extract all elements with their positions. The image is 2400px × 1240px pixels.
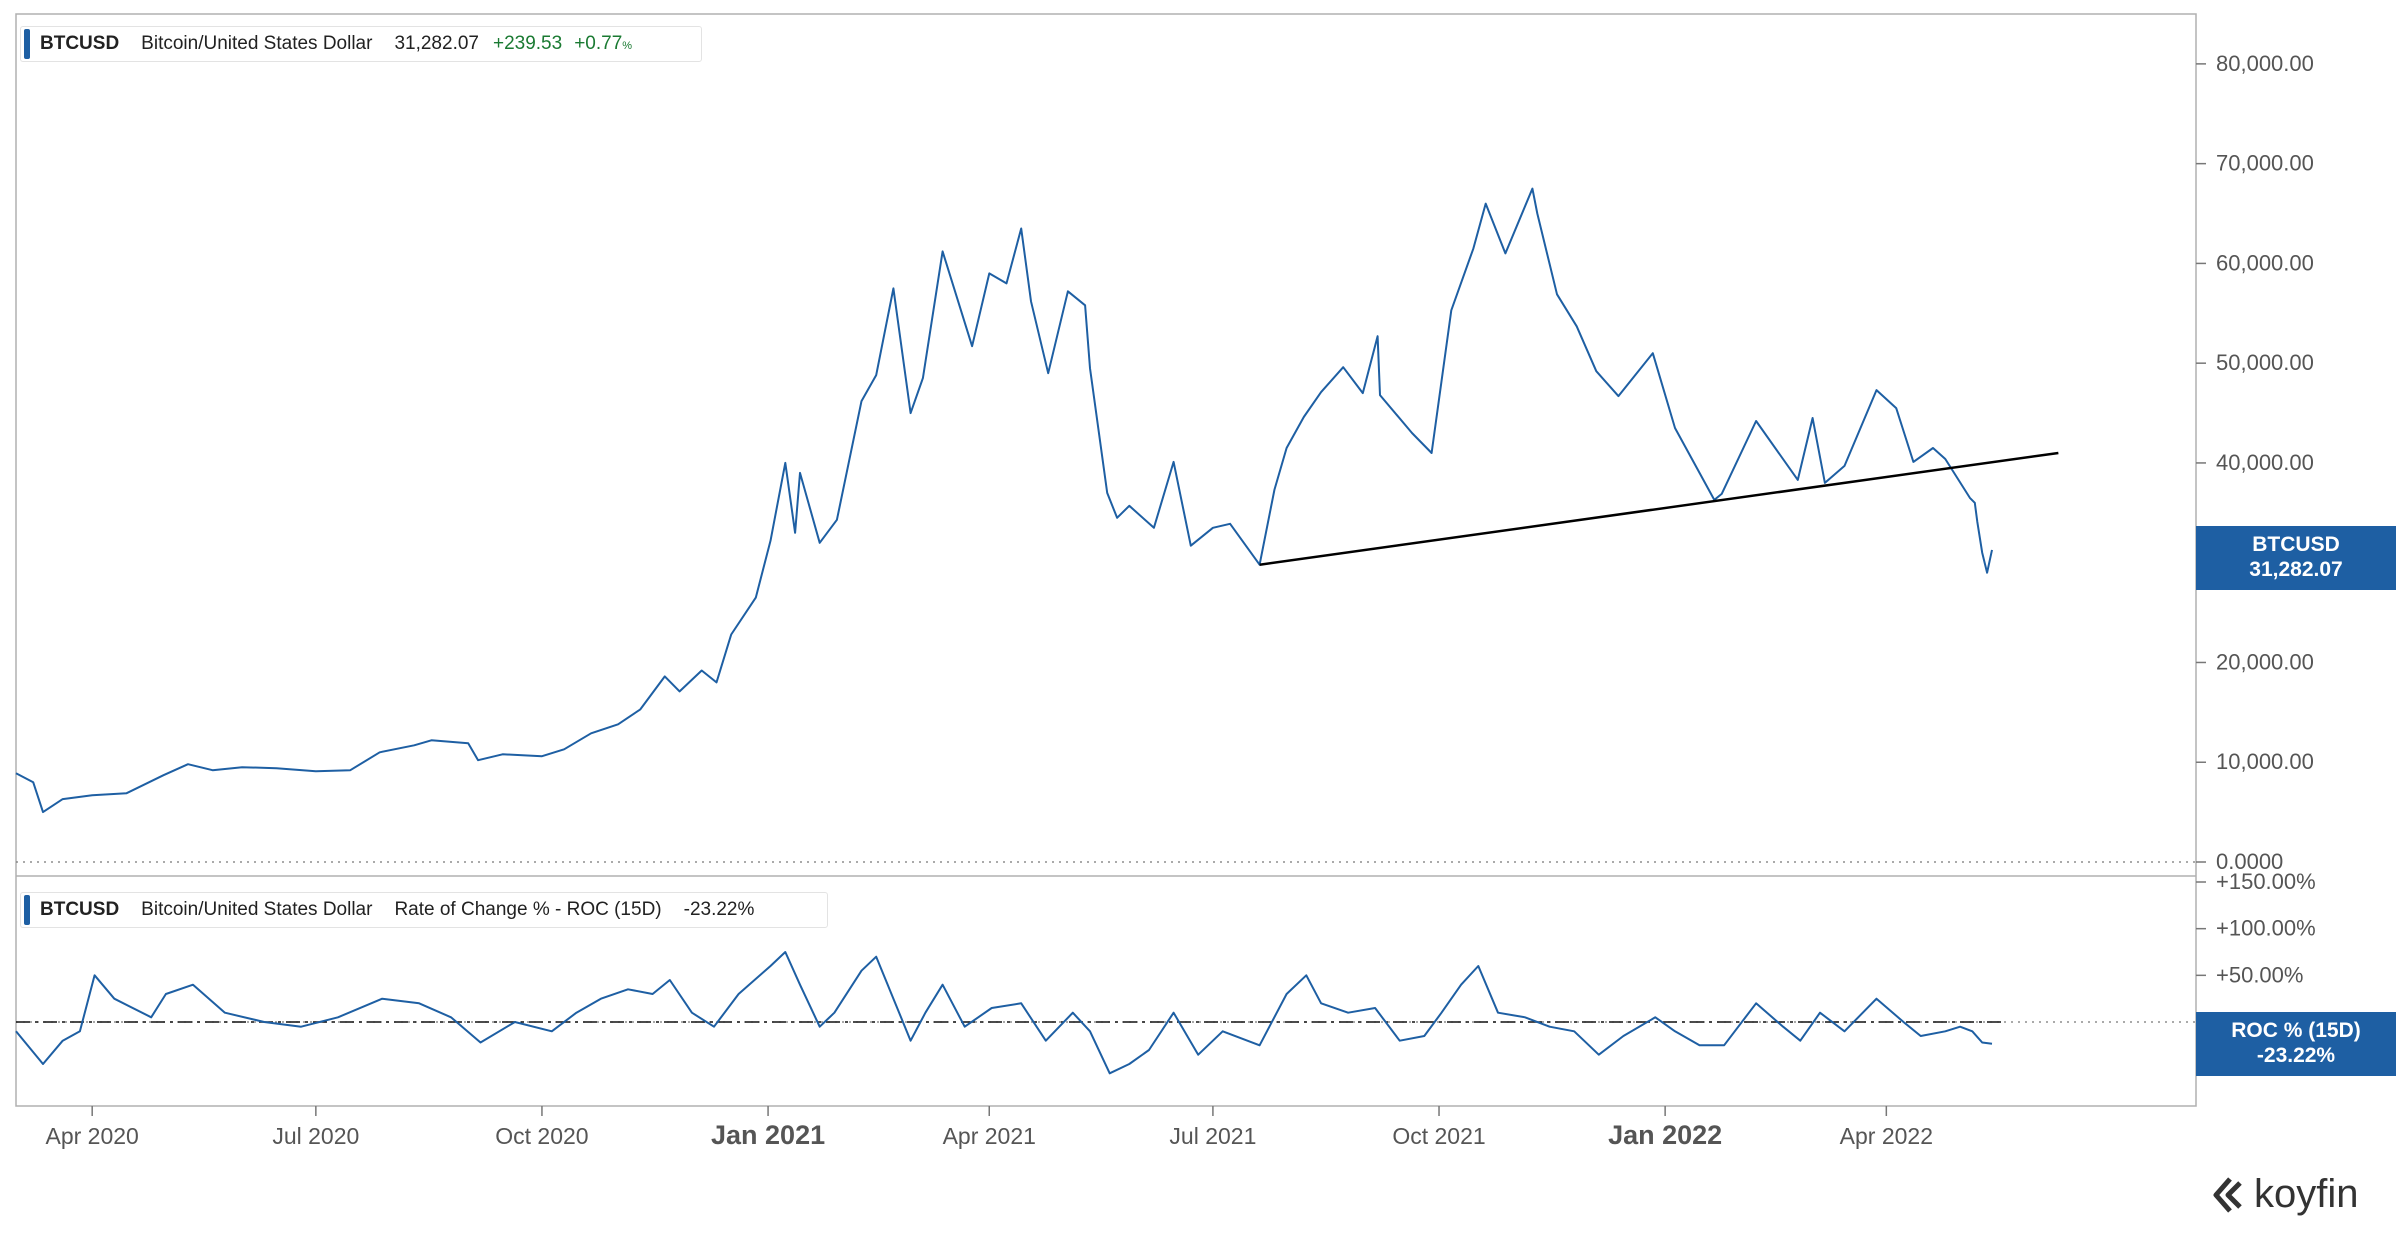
btcusd-price-line — [15, 187, 1993, 814]
roc-tag-value: -23.22% — [2256, 1044, 2336, 1067]
y-tick-label: 50,000.00 — [2216, 350, 2314, 375]
roc-line — [15, 951, 1993, 1075]
roc-legend-indicator: Rate of Change % - ROC (15D) — [394, 899, 662, 920]
roc-legend-instrument-name: Bitcoin/United States Dollar — [141, 899, 373, 920]
roc-y-tick-label: +50.00% — [2216, 962, 2303, 987]
y-tick-label: 60,000.00 — [2216, 250, 2314, 275]
x-tick-label: Apr 2020 — [46, 1123, 139, 1149]
price-tag-label: BTCUSD — [2252, 533, 2340, 556]
x-tick-label: Oct 2020 — [495, 1123, 588, 1149]
y-tick-label: 70,000.00 — [2216, 151, 2314, 176]
y-tick-label: 20,000.00 — [2216, 649, 2314, 674]
x-tick-label: Jul 2020 — [272, 1123, 359, 1149]
legend-change-percent: +0.77% — [574, 33, 633, 54]
price-tag-value: 31,282.07 — [2249, 558, 2343, 581]
koyfin-logo-icon — [2213, 1176, 2242, 1213]
y-tick-label: 40,000.00 — [2216, 450, 2314, 475]
x-tick-label: Oct 2021 — [1392, 1123, 1485, 1149]
roc-legend-value: -23.22% — [683, 899, 755, 920]
brand-name: koyfin — [2254, 1172, 2359, 1216]
roc-y-tick-label: +150.00% — [2216, 869, 2316, 894]
x-tick-label: Jan 2021 — [711, 1120, 825, 1150]
y-tick-label: 80,000.00 — [2216, 51, 2314, 76]
legend-last-price: 31,282.07 — [394, 33, 479, 54]
roc-y-tick-label: +100.00% — [2216, 916, 2316, 941]
y-tick-label: 10,000.00 — [2216, 749, 2314, 774]
x-tick-label: Apr 2021 — [943, 1123, 1036, 1149]
price-last-value-tag: BTCUSD 31,282.07 — [2196, 526, 2396, 590]
support-trendline — [1259, 451, 2059, 566]
x-tick-label: Jan 2022 — [1608, 1120, 1722, 1150]
y-tick-label: 0.0000 — [2216, 849, 2283, 874]
legend-symbol: BTCUSD — [40, 33, 120, 54]
x-tick-label: Apr 2022 — [1840, 1123, 1933, 1149]
roc-legend-symbol: BTCUSD — [40, 899, 120, 920]
koyfin-logo: koyfin — [2210, 1172, 2359, 1217]
roc-legend: BTCUSD Bitcoin/United States Dollar Rate… — [20, 892, 828, 928]
x-tick-label: Jul 2021 — [1169, 1123, 1256, 1149]
roc-last-value-tag: ROC % (15D) -23.22% — [2196, 1012, 2396, 1076]
legend-instrument-name: Bitcoin/United States Dollar — [141, 33, 373, 54]
roc-tag-label: ROC % (15D) — [2231, 1019, 2361, 1042]
plot-frame — [15, 13, 2197, 1107]
series-color-marker — [24, 895, 30, 925]
series-color-marker — [24, 29, 30, 59]
legend-change: +239.53 — [492, 33, 563, 54]
price-legend: BTCUSD Bitcoin/United States Dollar 31,2… — [20, 26, 702, 62]
